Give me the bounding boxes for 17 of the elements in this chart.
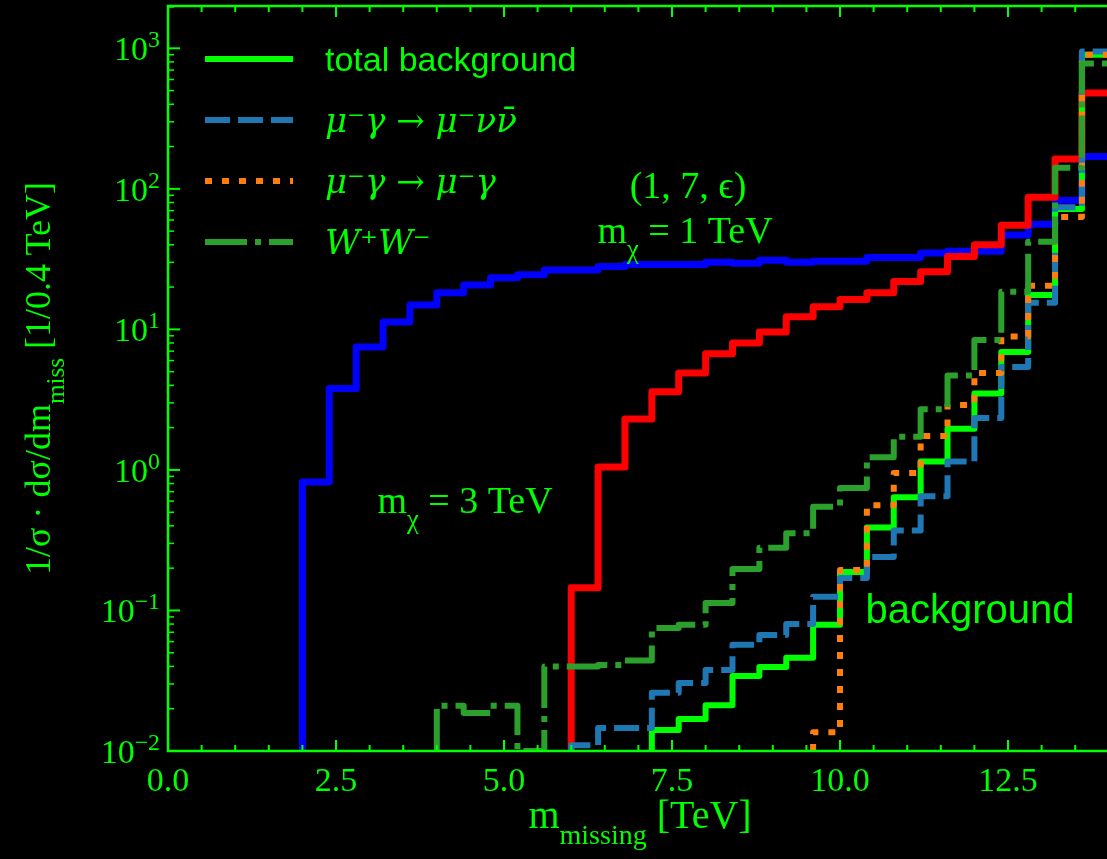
x-tick-label: 12.5 [978,761,1038,798]
legend-label: total background [325,40,577,78]
annotation: background [865,587,1075,631]
legend-label: μ⁻γ → μ⁻γ [325,161,497,201]
y-tick-label: 10$^{−1}$ [100,588,160,630]
y-tick-label: 10$^{1}$ [114,307,160,349]
y-tick-label: 10$^{2}$ [114,166,160,208]
legend-label: μ⁻γ → μ⁻νν̄ [325,100,517,140]
y-tick-label: 10$^{3}$ [114,26,160,68]
annotation: m$_{χ}$ = 1 TeV [597,209,774,264]
x-tick-label: 10.0 [810,761,870,798]
annotation: m$_{χ}$ = 3 TeV [377,479,554,534]
legend-label: W⁺W⁻ [325,222,431,262]
annotation: (1, 7, ϵ) [629,164,747,207]
x-tick-label: 2.5 [314,761,358,798]
y-tick-label: 10$^{0}$ [114,447,160,489]
x-tick-label: 5.0 [482,761,526,798]
